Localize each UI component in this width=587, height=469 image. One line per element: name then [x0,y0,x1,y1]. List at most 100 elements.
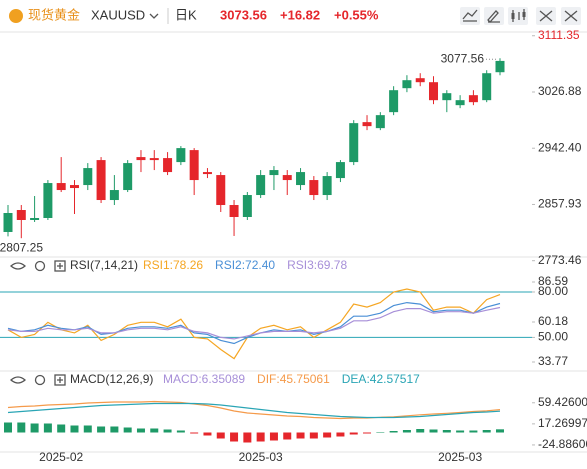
eye-icon[interactable] [10,262,26,270]
draw-button[interactable] [484,7,504,25]
y-tick-label: 2942.40 [538,140,582,154]
histogram-bar [269,432,278,441]
candle-body [229,205,239,217]
histogram-bar [110,426,119,433]
histogram-bar [323,432,332,438]
candle-body [69,185,79,189]
candle-body [16,210,26,220]
candle-body [3,213,13,232]
y-tick-label: 60.18 [538,314,568,328]
indicator-button[interactable] [460,7,480,25]
settings-icon[interactable] [34,374,46,386]
fullscreen-button[interactable] [536,7,556,25]
histogram-bar [256,432,265,442]
histogram-bar [136,428,145,433]
y-tick-label: 86.59 [538,274,568,288]
instrument-name[interactable]: 现货黄金 [28,7,80,22]
histogram-bar [203,432,212,436]
histogram-bar [402,430,411,433]
histogram-bar [243,432,252,443]
y-tick-label: 2857.93 [538,197,582,211]
histogram-bar [442,430,451,433]
macd-title: MACD(12,26,9) [70,372,153,386]
candle-body [123,163,133,191]
candle-body [282,175,292,181]
legend-entry: RSI2:72.40 [215,258,275,272]
histogram-bar [123,427,132,433]
legend-entry: MACD:6.35089 [163,372,245,386]
candle-body [322,176,332,196]
histogram-bar [163,429,172,433]
close-button[interactable] [561,7,581,25]
macd-header-icons [10,374,66,386]
histogram-bar [363,432,372,434]
histogram-bar [230,432,239,442]
indicator-line [7,288,501,360]
x-tick-label: 2025-02 [39,450,83,464]
candle-body [468,95,478,103]
dropdown-arrow[interactable] [149,13,159,19]
y-tick-label: 33.77 [538,354,568,368]
histogram-bar [70,425,79,433]
candle-body [163,158,173,173]
histogram-bar [150,428,159,433]
histogram-bar [216,432,225,439]
price: 3073.56 [220,7,267,22]
candle-body [216,175,226,206]
candle-body [442,93,452,101]
candle-body [269,170,279,176]
candle-body [136,157,146,161]
candle-body [242,195,252,217]
candle-body [96,160,106,201]
eye-icon[interactable] [10,376,26,384]
candle-body [402,80,412,89]
histogram-bar [43,423,52,433]
candle-body [482,73,492,101]
min-label: 2807.25 [0,240,43,254]
legend-entry: RSI1:78.26 [143,258,203,272]
y-tick-label: 17.26997 [538,416,587,430]
expand-icon[interactable] [54,260,66,272]
y-tick-label: 3111.35 [538,28,580,42]
candle-body [349,123,359,163]
histogram-bar [376,432,385,433]
change: +16.82 [280,7,320,22]
y-tick-label: 3026.88 [538,84,582,98]
candle-body [202,172,212,175]
histogram-bar [309,432,318,439]
indicator-line [7,400,501,420]
candle-body [30,217,40,220]
histogram-bar [283,432,292,440]
y-tick-label: -24.88606 [538,437,587,451]
histogram-bar [416,429,425,433]
histogram-bar [97,426,106,433]
histogram-bar [83,425,92,433]
max-label: 3077.56 [441,51,485,65]
candle-body [43,183,53,218]
candle-body [296,172,306,186]
histogram-bar [57,424,66,433]
candle-body [189,150,199,181]
expand-icon[interactable] [54,374,66,386]
candle-body [256,175,266,196]
histogram-bar [190,432,199,434]
y-tick-label: 2773.46 [538,253,582,267]
indicator-line [7,301,501,345]
symbol[interactable]: XAUUSD [91,7,145,22]
chart-type-button[interactable] [508,7,528,25]
candle-body [375,115,385,129]
candle-body [56,183,66,191]
indicator-line [7,402,501,419]
histogram-bar [30,423,39,433]
settings-icon[interactable] [34,260,46,272]
period[interactable]: 日K [175,7,197,22]
candle-body [429,82,439,101]
histogram-bar [17,422,26,433]
histogram-bar [336,432,345,437]
rsi-title: RSI(7,14,21) [70,258,138,272]
toolbar: 现货黄金 XAUUSD 日K 3073.56 +16.82 +0.55% [0,7,587,33]
x-tick-label: 2025-03 [438,450,482,464]
histogram-bar [429,429,438,433]
